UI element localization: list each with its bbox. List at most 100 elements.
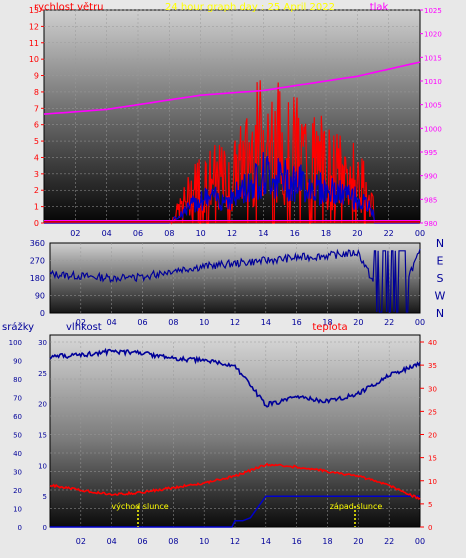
- tick-label: 90: [35, 292, 45, 301]
- tick-label: 180: [30, 274, 45, 283]
- tick-label: 04: [107, 318, 117, 327]
- wind-direction-line: [49, 248, 421, 313]
- tick-label: 00: [415, 537, 425, 546]
- tick-label: 08: [168, 537, 178, 546]
- tick-label: 12: [230, 537, 240, 546]
- compass-label: N: [436, 307, 444, 320]
- tick-label: 11: [29, 39, 39, 48]
- tick-label: 00: [415, 318, 425, 327]
- tick-label: 990: [424, 173, 437, 181]
- tick-label: 10: [38, 462, 47, 470]
- tick-label: 20: [352, 229, 362, 238]
- tick-label: 16: [292, 318, 302, 327]
- compass-label: E: [437, 255, 444, 268]
- pressure-axis-label: tlak: [370, 2, 389, 13]
- tick-label: 90: [13, 358, 22, 366]
- tick-label: 7: [34, 104, 39, 113]
- tick-label: 10: [13, 506, 22, 514]
- tick-label: 0: [40, 309, 45, 318]
- tick-label: 22: [384, 537, 394, 546]
- temperature-axis-ticks: 0 5 10 15 20 25 30 35 40: [420, 339, 437, 532]
- tick-label: 4: [34, 153, 39, 162]
- tick-label: 12: [230, 318, 240, 327]
- rain-axis-label: srážky: [2, 321, 34, 333]
- tick-label: 1005: [424, 102, 442, 110]
- tick-label: 0: [34, 219, 39, 228]
- temperature-axis-label: teplota: [312, 322, 347, 333]
- tick-label: 08: [164, 229, 174, 238]
- tick-label: 20: [353, 537, 363, 546]
- compass-label: W: [435, 290, 446, 303]
- tick-label: 18: [322, 537, 332, 546]
- tick-label: 08: [168, 318, 178, 327]
- tick-label: 5: [43, 493, 47, 501]
- tick-label: 5: [34, 137, 39, 146]
- tick-label: 985: [424, 196, 437, 204]
- direction-chart-series: [49, 248, 421, 313]
- tick-label: 50: [13, 432, 22, 440]
- humidity-axis-label: vlhkost: [66, 322, 102, 333]
- direction-chart-time-ticks: 02 04 06 08 10 12 14 16 18 20 22 00: [76, 318, 425, 327]
- tick-label: 00: [415, 229, 425, 238]
- bottom-chart-grid: [50, 341, 420, 527]
- tick-label: 70: [13, 395, 22, 403]
- tick-label: 15: [428, 455, 437, 463]
- tick-label: 20: [353, 318, 363, 327]
- tick-label: 14: [261, 537, 271, 546]
- tick-label: 8: [34, 88, 39, 97]
- tick-label: 3: [34, 170, 39, 179]
- temperature-line: [49, 462, 421, 501]
- tick-label: 18: [321, 229, 331, 238]
- sunset-label: západ slunce: [330, 502, 383, 511]
- tick-label: 40: [13, 450, 22, 458]
- tick-label: 13: [29, 6, 39, 15]
- tick-label: 16: [292, 537, 302, 546]
- pressure-axis-ticks: 980 985 990 995 1000 1005 1010 1015 1020 1025: [420, 7, 442, 228]
- humidity-axis-ticks: 0 10 20 30 40 50 60 70 80 90 100: [9, 339, 22, 532]
- chart-title: 24 hour graph day : 25 April 2022: [165, 2, 335, 13]
- compass-label: N: [436, 237, 444, 250]
- tick-label: 04: [107, 537, 117, 546]
- wind-axis-label: rychlost větru: [34, 1, 104, 13]
- tick-label: 9: [34, 72, 39, 81]
- tick-label: 0: [43, 524, 47, 532]
- tick-label: 06: [137, 537, 147, 546]
- tick-label: 10: [199, 537, 209, 546]
- tick-label: 18: [322, 318, 332, 327]
- tick-label: 35: [428, 362, 437, 370]
- sunrise-label: východ slunce: [111, 502, 168, 511]
- tick-label: 20: [38, 401, 47, 409]
- tick-label: 1025: [424, 7, 442, 15]
- wind-chart-time-ticks: 02 04 06 08 10 12 14 16 18 20 22 00: [70, 229, 425, 238]
- tick-label: 270: [30, 257, 45, 266]
- tick-label: 6: [34, 121, 39, 130]
- rain-line: [50, 495, 420, 528]
- tick-label: 20: [13, 487, 22, 495]
- tick-label: 20: [428, 432, 437, 440]
- tick-label: 06: [133, 229, 143, 238]
- tick-label: 10: [428, 478, 437, 486]
- bottom-chart-series: [49, 347, 421, 528]
- humidity-temperature-chart: 0 5 10 15 20 25 30 0 10 20 30 40 50 60 70 80 90 100 0 5 10…: [2, 321, 437, 546]
- tick-label: 15: [38, 432, 47, 440]
- tick-label: 1020: [424, 31, 442, 39]
- tick-label: 02: [76, 537, 86, 546]
- tick-label: 06: [137, 318, 147, 327]
- tick-label: 1010: [424, 78, 442, 86]
- tick-label: 360: [30, 239, 45, 248]
- tick-label: 02: [76, 318, 86, 327]
- wind-chart-series: [43, 61, 421, 225]
- tick-label: 04: [102, 229, 112, 238]
- tick-label: 1000: [424, 125, 442, 133]
- tick-label: 16: [290, 229, 300, 238]
- tick-label: 14: [261, 318, 271, 327]
- tick-label: 25: [38, 370, 47, 378]
- tick-label: 100: [9, 339, 22, 347]
- tick-label: 1015: [424, 54, 442, 62]
- tick-label: 995: [424, 149, 437, 157]
